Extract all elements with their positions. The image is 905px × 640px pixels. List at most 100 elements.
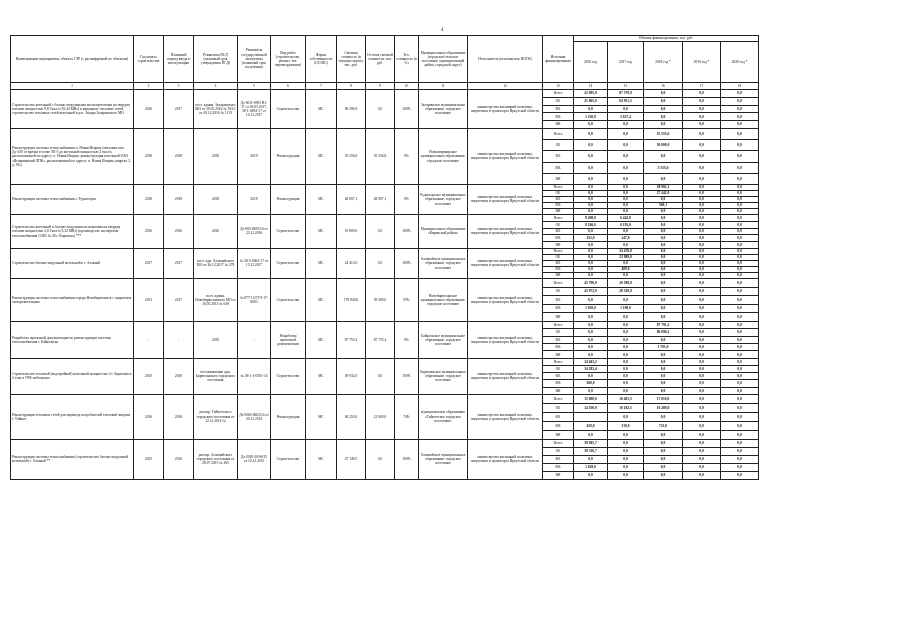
funding-value: 0,0: [719, 379, 760, 388]
project-cell: МС: [305, 127, 337, 185]
funding-value: 0,0: [643, 112, 683, 122]
funding-source: ОБ: [542, 220, 574, 229]
funding-value: 360,0: [573, 379, 608, 388]
project-cell: 10 800,0: [336, 213, 366, 249]
project-name: Реконструкция системы теплоснабжения п. …: [10, 127, 134, 185]
column-number: 10: [394, 82, 419, 90]
column-header: Сметная стоимость (в текущих ценах), тыс…: [336, 35, 366, 83]
funding-value: 0,0: [607, 227, 644, 236]
funding-value: 0,0: [682, 89, 721, 98]
funding-value: 0,0: [682, 393, 721, 404]
project-name: Строительство котельной с блочно-модульн…: [10, 89, 134, 129]
funding-value: 0,0: [643, 150, 683, 163]
funding-value: 8 246,0: [573, 220, 608, 229]
funding-source: Всего: [542, 320, 574, 330]
project-name: Разработка проектной документации по рек…: [10, 320, 134, 359]
table-row: ВИ 0,0 0,0 0,0 0,0 0,0: [11, 386, 760, 395]
project-cell: 95%: [394, 277, 419, 322]
project-cell: 2016: [163, 438, 194, 480]
project-cell: МС: [305, 183, 337, 215]
project-cell: Дз-0082-0602/14 от 30.12.2014: [237, 393, 271, 440]
funding-value: 0,0: [607, 372, 644, 381]
table-row: Строительство котельной с блочно-модульн…: [10, 89, 760, 129]
funding-value: 0,0: [643, 357, 683, 367]
project-cell: 2016: [133, 89, 164, 129]
project-cell: 2015: [133, 357, 164, 395]
funding-value: 0,0: [643, 234, 683, 243]
funding-value: 0,0: [573, 312, 608, 322]
year-header: 2020 год *: [719, 41, 760, 83]
project-cell: 0%: [394, 127, 419, 185]
project-cell: 39 032,0: [336, 357, 366, 395]
table-row: ФБ 0,0 0,0 0,0 0,0 0,0: [11, 259, 760, 267]
funding-value: 0,0: [682, 241, 721, 249]
project-cell: Алзамайское муниципальное образование, г…: [418, 438, 468, 480]
funding-value: 8 498,0: [573, 213, 608, 222]
funding-value: 0,0: [682, 429, 721, 440]
funding-value: 0,0: [682, 127, 721, 141]
funding-source: ВИ: [542, 120, 574, 129]
column-header: Источник финансирования: [542, 35, 574, 83]
project-cell: 100%: [394, 357, 419, 395]
funding-value: 0,0: [643, 470, 683, 480]
funding-source: ВИ: [542, 386, 574, 395]
table-row: Строительство блочно-модульной котельной…: [10, 247, 760, 279]
funding-value: 0,0: [607, 104, 644, 114]
funding-value: 0,0: [682, 150, 721, 163]
funding-value: 0,0: [643, 446, 683, 456]
funding-value: 0,0: [682, 112, 721, 122]
funding-value: 0,0: [607, 320, 644, 330]
funding-source: Всего: [542, 89, 574, 98]
funding-value: 0,0: [682, 343, 721, 352]
funding-value: 0,0: [719, 277, 760, 288]
column-header: Наименование мероприятия, объекта ТЭР (с…: [10, 35, 134, 83]
investment-program-table: Наименование мероприятия, объекта ТЭР (с…: [10, 35, 760, 480]
year-header: 2018 год *: [643, 41, 683, 83]
funding-value: [573, 411, 608, 422]
column-header: Муниципальное образование (городское/сел…: [418, 35, 468, 83]
table-row: МБ 360,0 0,0 0,0 0,0 0,0: [11, 379, 760, 388]
project-cell: министерство жилищной политики, энергети…: [467, 89, 543, 129]
project-cell: министерство жилищной политики, энергети…: [467, 247, 543, 279]
funding-source: ВИ: [542, 241, 574, 249]
funding-source: ФБ: [542, 411, 574, 422]
funding-value: 0,0: [719, 393, 760, 404]
year-header: 2016 год: [573, 41, 608, 83]
funding-value: 0,0: [719, 241, 760, 249]
project-cell: № 38-1-4-0501-14: [237, 357, 271, 395]
funding-value: 0,0: [682, 462, 721, 472]
funding-source: Всего: [542, 127, 574, 141]
column-header: Год начала строительства: [133, 35, 164, 83]
funding-value: 0,0: [643, 454, 683, 464]
column-header: Форма собственности (ОС/МС): [305, 35, 337, 83]
header-row: Наименование мероприятия, объекта ТЭР (с…: [10, 35, 760, 83]
table-body: Строительство котельной с блочно-модульн…: [10, 89, 760, 480]
project-cell: -: [133, 320, 164, 359]
project-cell: Дз-5011-0991 В1-37 от 03.03.2017, 38-1-0…: [237, 89, 271, 129]
funding-value: 0,0: [643, 438, 683, 448]
funding-value: 0,0: [607, 328, 644, 337]
funding-source: ВИ: [542, 470, 574, 480]
project-cell: распор. Алзамайского городского поселени…: [193, 438, 238, 480]
column-number: 17: [682, 82, 721, 90]
funding-value: 0,0: [573, 120, 608, 129]
project-cell: Заларинское муниципальное образование, г…: [418, 89, 468, 129]
project-cell: пост. админ. Заларинского МО от 30.05.20…: [193, 89, 238, 129]
table-row: ОБ 0,0 0,0 50 000,0 0,0 0,0: [11, 139, 760, 152]
funding-value: 0,0: [682, 335, 721, 345]
funding-value: 1 701,0: [643, 343, 683, 352]
table-row: ВИ 0,0 0,0 0,0 0,0 0,0: [11, 172, 760, 185]
funding-value: 0,0: [682, 365, 721, 374]
project-name: Реконструкция системы теплоснабжения г. …: [10, 183, 134, 215]
funding-value: 0,0: [573, 172, 608, 185]
funding-value: 0,0: [573, 350, 608, 359]
funding-source: ОБ: [542, 286, 574, 297]
funding-value: 0,0: [573, 429, 608, 440]
column-header: Вид работ (строительство, ремонт, тех. п…: [270, 35, 306, 83]
funding-value: 0,0: [682, 411, 721, 422]
table-header: Наименование мероприятия, объекта ТЭР (с…: [10, 35, 760, 90]
funding-value: 0,0: [607, 127, 644, 141]
funding-value: 29 590,0: [607, 277, 644, 288]
project-cell: министерство жилищной политики, энергети…: [467, 438, 543, 480]
project-cell: 2016: [133, 393, 164, 440]
